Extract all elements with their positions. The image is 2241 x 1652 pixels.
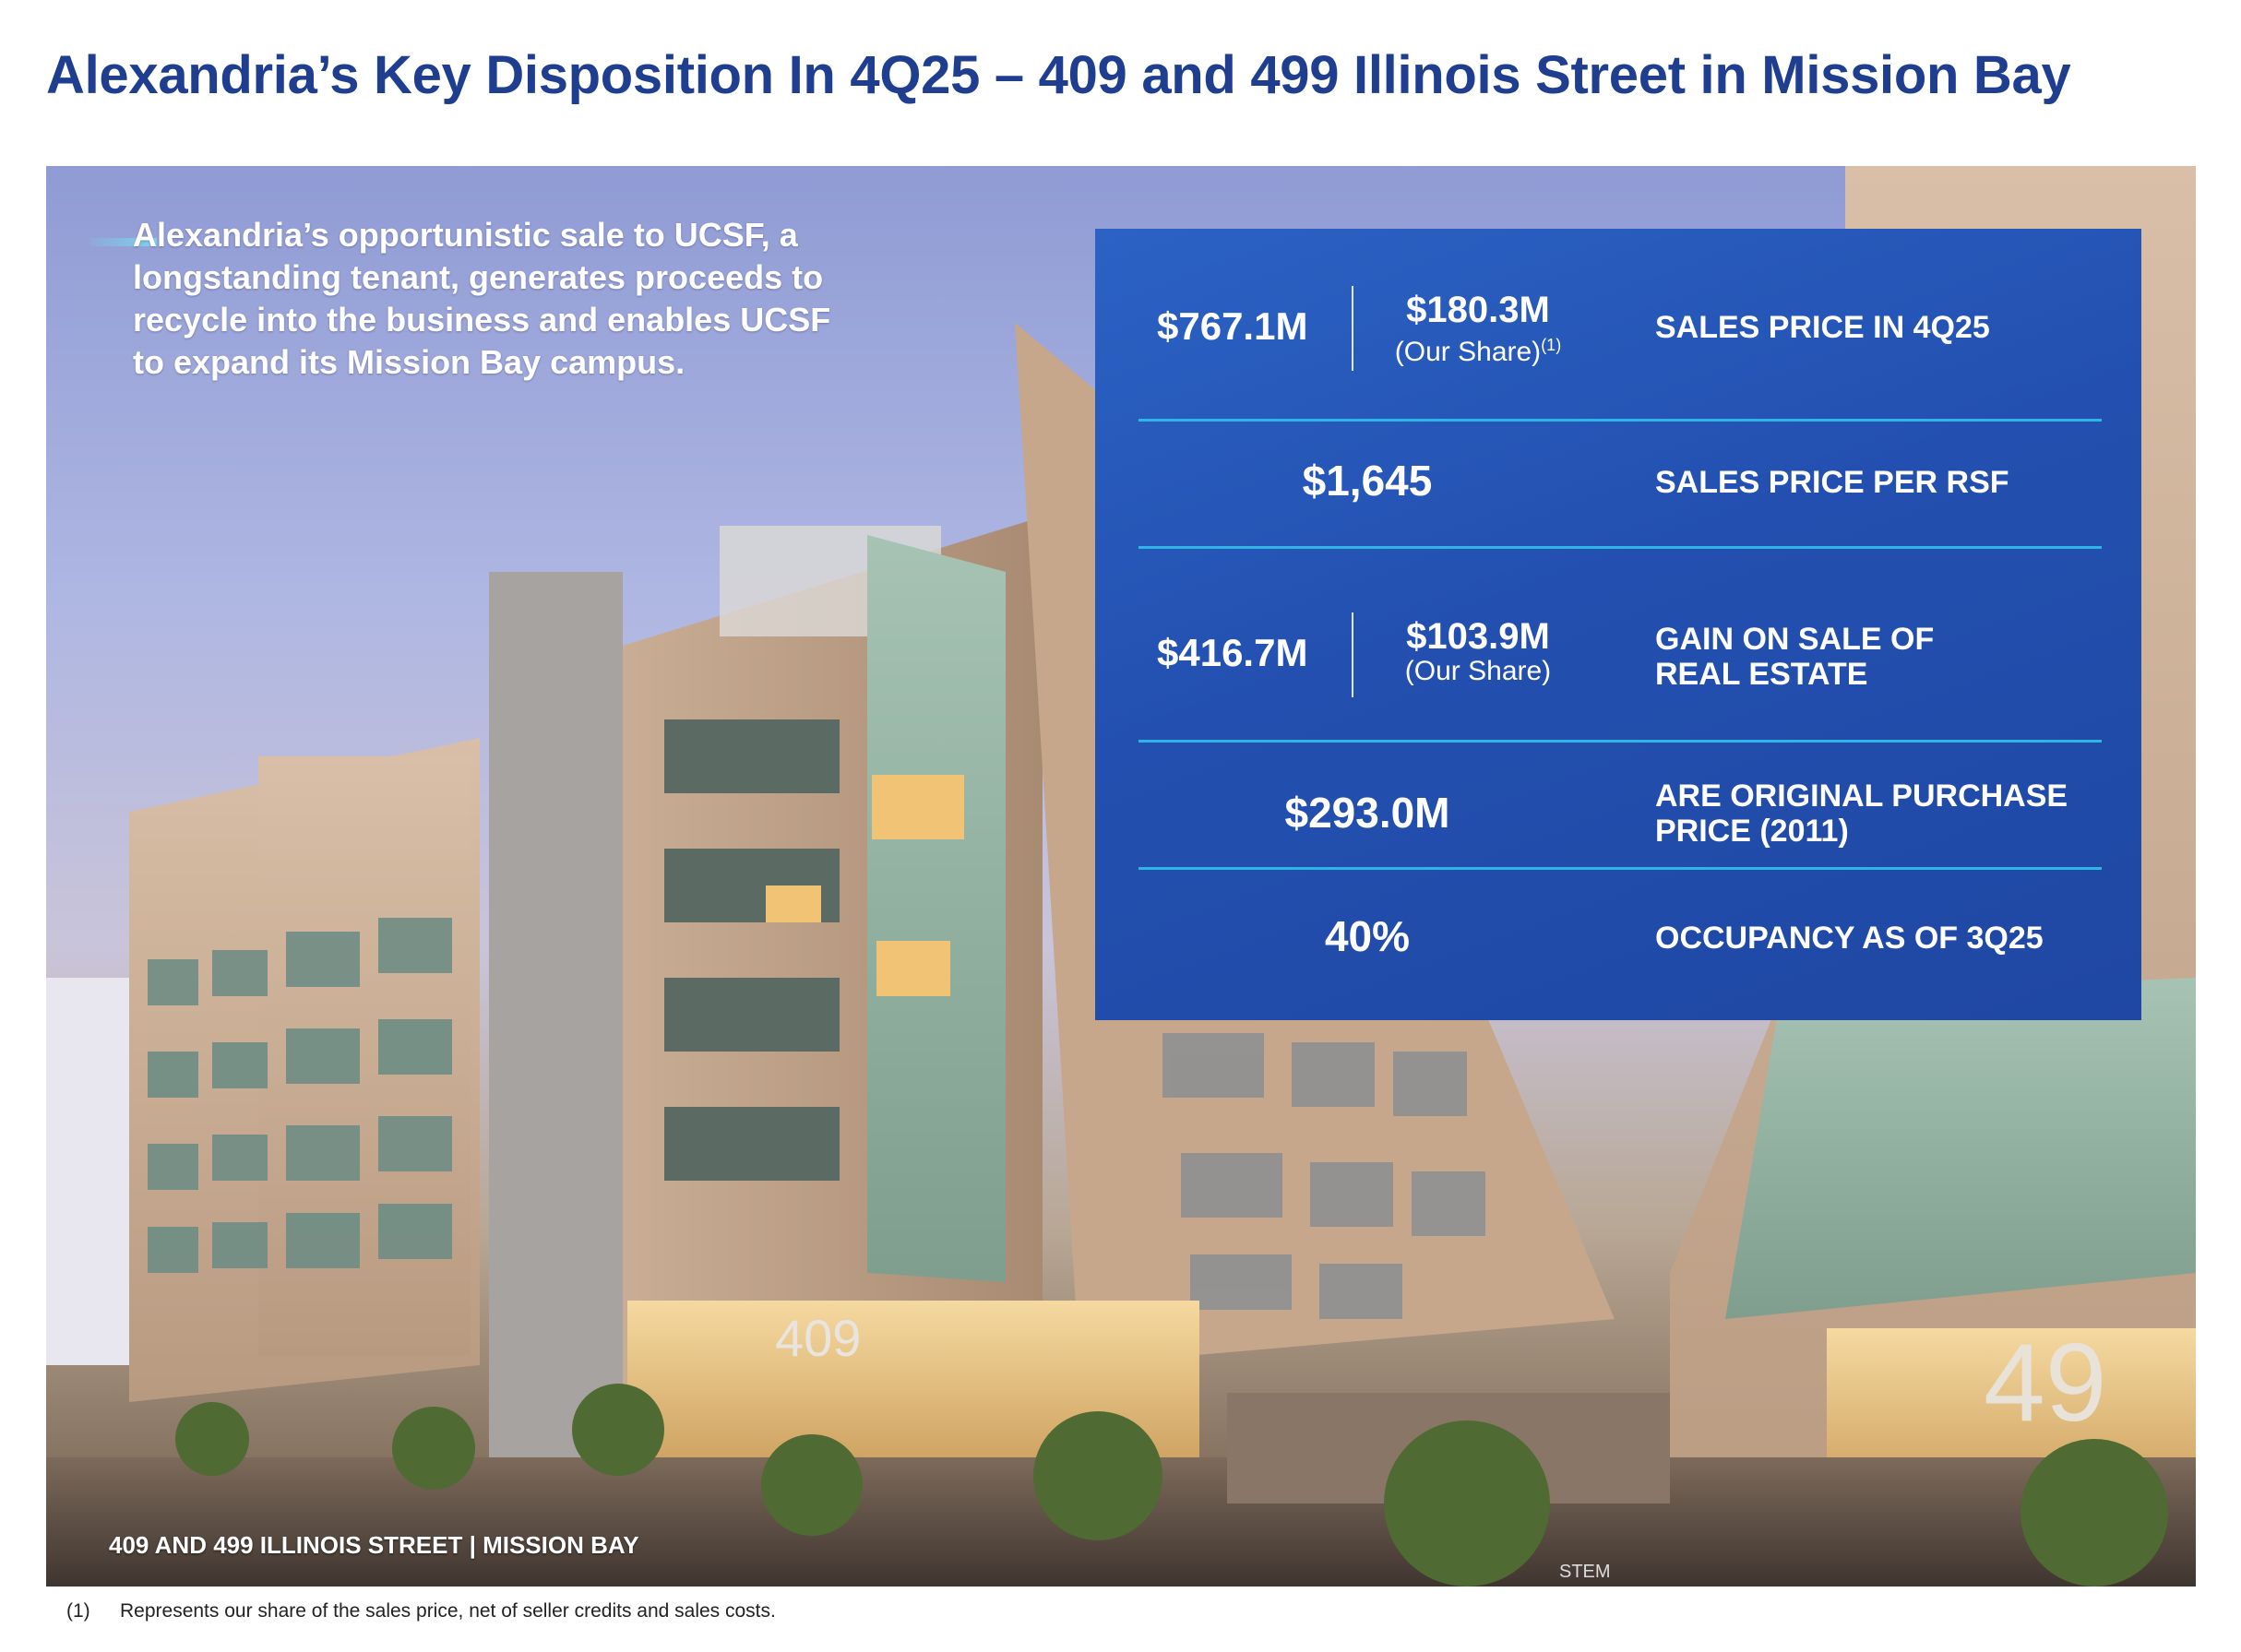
- building-number-409: 409: [775, 1309, 861, 1367]
- purchase-price-label: ARE ORIGINAL PURCHASE PRICE (2011): [1655, 778, 2068, 849]
- divider-4: [1138, 867, 2102, 870]
- sales-price-total: $767.1M: [1157, 304, 1308, 348]
- gain-share: $103.9M (Our Share): [1372, 616, 1584, 686]
- gain-share-label: (Our Share): [1404, 656, 1552, 686]
- row1-separator: [1352, 286, 1353, 371]
- footnote: (1) Represents our share of the sales pri…: [66, 1600, 776, 1622]
- price-per-rsf-value: $1,645: [1302, 457, 1433, 505]
- footnote-text: Represents our share of the sales price,…: [120, 1600, 776, 1622]
- occupancy-label: OCCUPANCY AS OF 3Q25: [1655, 921, 2044, 956]
- sales-price-share-value: $180.3M: [1406, 290, 1550, 330]
- purchase-price-label-line2: PRICE (2011): [1655, 814, 1849, 849]
- row3-separator: [1352, 612, 1353, 697]
- purchase-price-label-line1: ARE ORIGINAL PURCHASE: [1655, 778, 2068, 814]
- gain-label-line2: REAL ESTATE: [1655, 657, 1868, 692]
- gain-label-line1: GAIN ON SALE OF: [1655, 622, 1935, 657]
- divider-2: [1138, 546, 2102, 549]
- stem-sign: STEM: [1559, 1562, 1611, 1582]
- page-title: Alexandria’s Key Disposition In 4Q25 – 4…: [46, 45, 2071, 105]
- gain-share-value: $103.9M: [1406, 616, 1550, 657]
- gain-total: $416.7M: [1157, 631, 1308, 674]
- price-per-rsf-label: SALES PRICE PER RSF: [1655, 465, 2009, 500]
- divider-1: [1138, 419, 2102, 422]
- intro-text: Alexandria’s opportunistic sale to UCSF,…: [133, 216, 831, 381]
- purchase-price-value: $293.0M: [1284, 789, 1450, 837]
- intro-bullet-mark: [90, 238, 157, 246]
- sales-price-share-label: (Our Share): [1394, 337, 1542, 367]
- occupancy-value: 40%: [1324, 912, 1411, 960]
- sales-price-share: $180.3M (Our Share)(1): [1372, 290, 1584, 367]
- footnote-ref: (1): [1541, 336, 1562, 354]
- gain-label: GAIN ON SALE OF REAL ESTATE: [1655, 622, 1934, 692]
- photo-caption: 409 AND 499 ILLINOIS STREET | MISSION BA…: [109, 1531, 639, 1559]
- divider-3: [1138, 740, 2102, 743]
- footnote-number: (1): [66, 1600, 90, 1622]
- building-number-499: 49: [1984, 1321, 2106, 1444]
- stats-panel: $767.1M $180.3M (Our Share)(1) SALES PRI…: [1095, 229, 2141, 1020]
- sales-price-label: SALES PRICE IN 4Q25: [1655, 310, 1990, 345]
